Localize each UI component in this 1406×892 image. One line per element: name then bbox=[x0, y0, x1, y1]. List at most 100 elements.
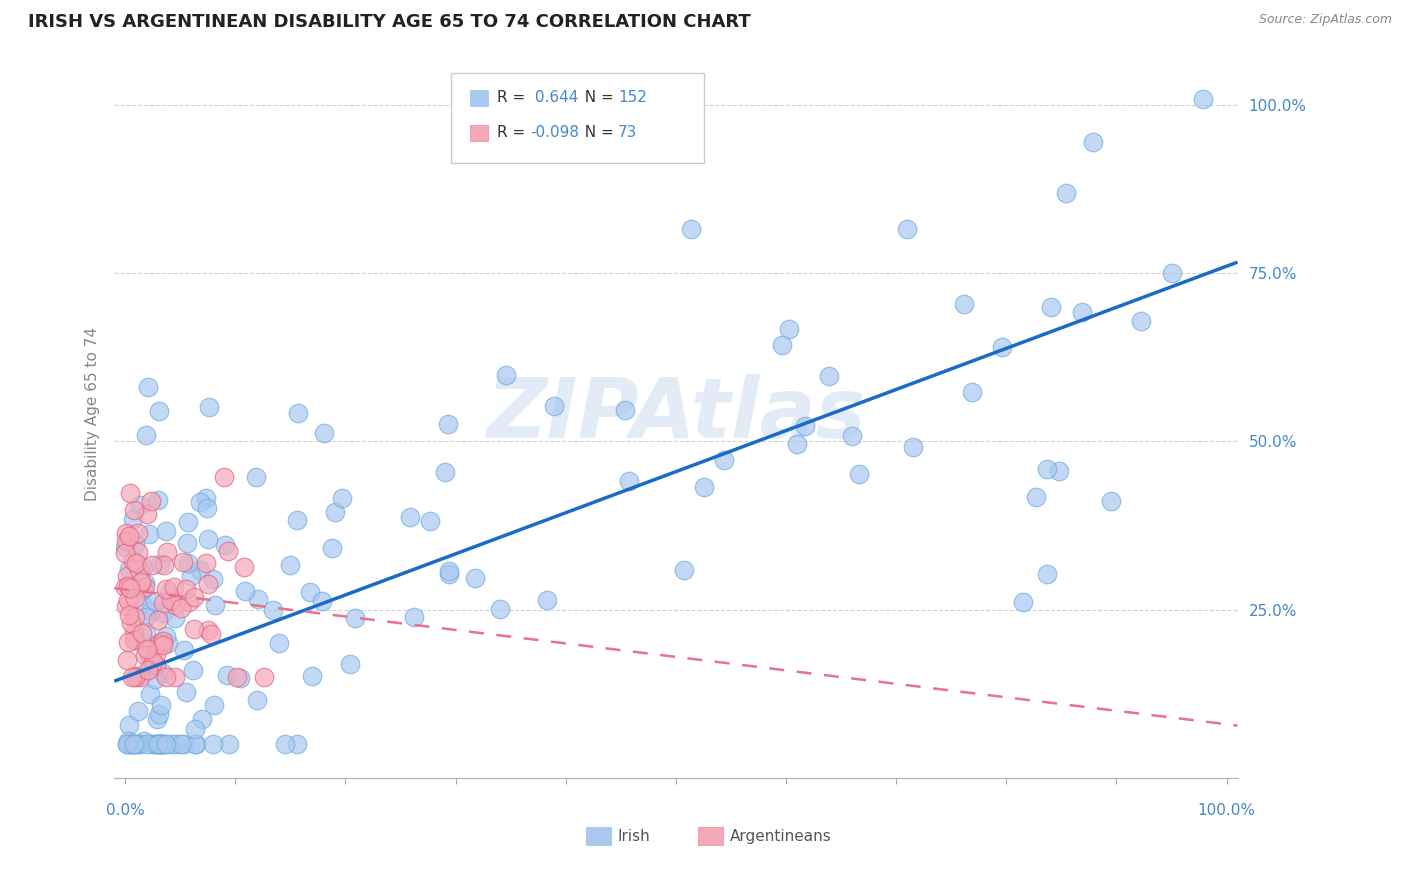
Point bbox=[128, 563, 150, 577]
Point bbox=[120, 485, 142, 500]
Point bbox=[1070, 305, 1092, 319]
Point bbox=[152, 607, 174, 621]
Point bbox=[148, 635, 170, 649]
Point bbox=[617, 474, 640, 488]
Text: IRISH VS ARGENTINEAN DISABILITY AGE 65 TO 74 CORRELATION CHART: IRISH VS ARGENTINEAN DISABILITY AGE 65 T… bbox=[28, 13, 751, 31]
Point bbox=[122, 632, 145, 647]
Point bbox=[184, 723, 207, 737]
Point bbox=[173, 642, 195, 657]
Point bbox=[129, 498, 152, 512]
Point bbox=[437, 417, 460, 431]
Point bbox=[960, 385, 983, 400]
Point bbox=[156, 636, 179, 650]
Point bbox=[179, 595, 201, 609]
Point bbox=[184, 738, 207, 752]
Point bbox=[125, 669, 148, 683]
Point bbox=[770, 338, 793, 352]
Point bbox=[118, 738, 141, 752]
Point bbox=[181, 663, 204, 677]
Point bbox=[124, 503, 146, 517]
Point bbox=[225, 670, 247, 684]
Point bbox=[169, 738, 191, 752]
Point bbox=[145, 738, 167, 752]
Point bbox=[325, 505, 347, 519]
Point bbox=[229, 671, 252, 685]
Point bbox=[122, 554, 145, 568]
Point bbox=[145, 647, 167, 661]
Point bbox=[269, 636, 291, 650]
Point bbox=[679, 221, 702, 235]
Point bbox=[117, 734, 139, 748]
Point bbox=[135, 610, 157, 624]
Point bbox=[312, 426, 335, 441]
Point bbox=[204, 598, 226, 612]
Text: R =: R = bbox=[496, 126, 530, 140]
Point bbox=[952, 297, 974, 311]
Point bbox=[118, 718, 141, 732]
Point bbox=[114, 540, 136, 554]
Point bbox=[1130, 314, 1153, 328]
Point bbox=[117, 738, 139, 752]
Point bbox=[991, 340, 1014, 354]
Text: Source: ZipAtlas.com: Source: ZipAtlas.com bbox=[1258, 13, 1392, 27]
Point bbox=[134, 575, 156, 590]
Point bbox=[495, 368, 517, 383]
Point bbox=[177, 556, 200, 570]
Point bbox=[155, 738, 177, 752]
Point bbox=[489, 602, 512, 616]
Text: 0.644: 0.644 bbox=[530, 90, 579, 105]
Text: R =: R = bbox=[496, 90, 530, 105]
Point bbox=[184, 738, 207, 752]
FancyBboxPatch shape bbox=[586, 827, 610, 845]
Point bbox=[143, 639, 166, 653]
Point bbox=[131, 625, 153, 640]
Point bbox=[246, 592, 269, 607]
Point bbox=[115, 738, 138, 752]
Point bbox=[287, 406, 309, 420]
Point bbox=[155, 670, 177, 684]
Point bbox=[155, 524, 177, 538]
Point bbox=[132, 582, 155, 597]
Point bbox=[419, 514, 441, 528]
Point bbox=[117, 579, 139, 593]
Point bbox=[159, 592, 181, 607]
Point bbox=[172, 555, 194, 569]
Point bbox=[437, 564, 460, 578]
Point bbox=[183, 590, 205, 604]
Point bbox=[115, 599, 138, 614]
Point bbox=[233, 560, 256, 574]
Point bbox=[176, 536, 198, 550]
Point bbox=[115, 568, 138, 582]
Point bbox=[339, 657, 361, 671]
Point bbox=[149, 698, 172, 712]
Point bbox=[114, 525, 136, 540]
Point bbox=[148, 738, 170, 752]
Point bbox=[149, 738, 172, 752]
Point bbox=[127, 738, 149, 752]
Point bbox=[141, 738, 163, 752]
Point bbox=[217, 544, 239, 558]
Point bbox=[433, 465, 456, 479]
Point bbox=[152, 634, 174, 648]
Point bbox=[190, 712, 212, 726]
Point bbox=[152, 596, 174, 610]
Point bbox=[713, 453, 735, 467]
Point bbox=[311, 594, 333, 608]
Point bbox=[135, 738, 157, 752]
Point bbox=[122, 738, 145, 752]
Point bbox=[138, 380, 160, 394]
Point bbox=[143, 672, 166, 686]
Point bbox=[122, 512, 145, 526]
Point bbox=[1035, 462, 1057, 476]
Point bbox=[693, 479, 716, 493]
Point bbox=[135, 507, 157, 521]
Text: N =: N = bbox=[575, 90, 619, 105]
Point bbox=[901, 440, 924, 454]
Point bbox=[536, 593, 558, 607]
Point bbox=[156, 545, 179, 559]
Point bbox=[285, 513, 308, 527]
Point bbox=[114, 546, 136, 560]
FancyBboxPatch shape bbox=[699, 827, 723, 845]
Point bbox=[121, 670, 143, 684]
Point bbox=[321, 541, 343, 556]
